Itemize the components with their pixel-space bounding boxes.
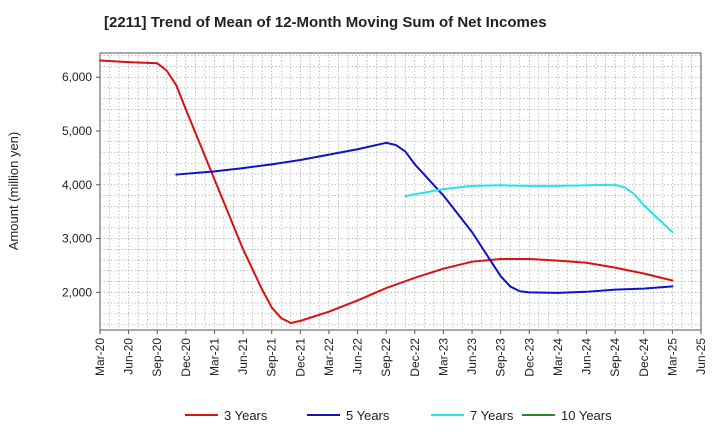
x-tick-label: Dec-21 <box>293 338 307 377</box>
x-tick-label: Jun-24 <box>580 338 594 375</box>
x-tick-label: Mar-22 <box>322 338 336 376</box>
x-tick-label: Jun-21 <box>236 338 250 375</box>
x-tick-label: Sep-23 <box>494 338 508 377</box>
x-tick-label: Sep-20 <box>150 338 164 377</box>
y-axis-ticks: 2,000 3,000 4,000 5,000 6,000 <box>62 70 100 299</box>
x-tick-label: Jun-22 <box>351 338 365 375</box>
x-tick-label: Sep-21 <box>265 338 279 377</box>
x-tick-label: Mar-20 <box>93 338 107 376</box>
legend-label-7-years: 7 Years <box>470 408 514 423</box>
x-axis-ticks: Mar-20 Jun-20 Sep-20 Dec-20 Mar-21 Jun-21 Sep-… <box>93 330 708 377</box>
series-line-3-years <box>99 59 674 325</box>
y-tick-label: 2,000 <box>62 285 92 299</box>
y-axis-title: Amount (million yen) <box>6 132 21 251</box>
y-tick-label: 6,000 <box>62 70 92 84</box>
series-lines <box>99 59 674 325</box>
legend-label-3-years: 3 Years <box>224 408 268 423</box>
y-tick-label: 5,000 <box>62 124 92 138</box>
x-tick-label: Jun-25 <box>694 338 708 375</box>
x-tick-label: Dec-23 <box>522 338 536 377</box>
x-tick-label: Mar-21 <box>207 338 221 376</box>
plot-area <box>99 52 702 331</box>
x-tick-label: Mar-25 <box>665 338 679 376</box>
x-tick-label: Jun-20 <box>122 338 136 375</box>
x-tick-label: Jun-23 <box>465 338 479 375</box>
x-tick-label: Dec-24 <box>637 338 651 377</box>
legend: 3 Years 5 Years 7 Years 10 Years <box>185 408 612 423</box>
x-tick-label: Dec-20 <box>179 338 193 377</box>
legend-label-10-years: 10 Years <box>561 408 612 423</box>
y-tick-label: 3,000 <box>62 232 92 246</box>
x-tick-label: Dec-22 <box>408 338 422 377</box>
x-tick-label: Mar-23 <box>436 338 450 376</box>
series-line-5-years <box>175 141 674 294</box>
x-tick-label: Mar-24 <box>551 338 565 376</box>
series-line-7-years <box>404 183 674 234</box>
x-tick-label: Sep-22 <box>379 338 393 377</box>
legend-label-5-years: 5 Years <box>346 408 390 423</box>
grid-lines <box>100 53 701 330</box>
y-tick-label: 4,000 <box>62 178 92 192</box>
chart-title: [2211] Trend of Mean of 12-Month Moving … <box>104 14 547 31</box>
x-tick-label: Sep-24 <box>608 338 622 377</box>
